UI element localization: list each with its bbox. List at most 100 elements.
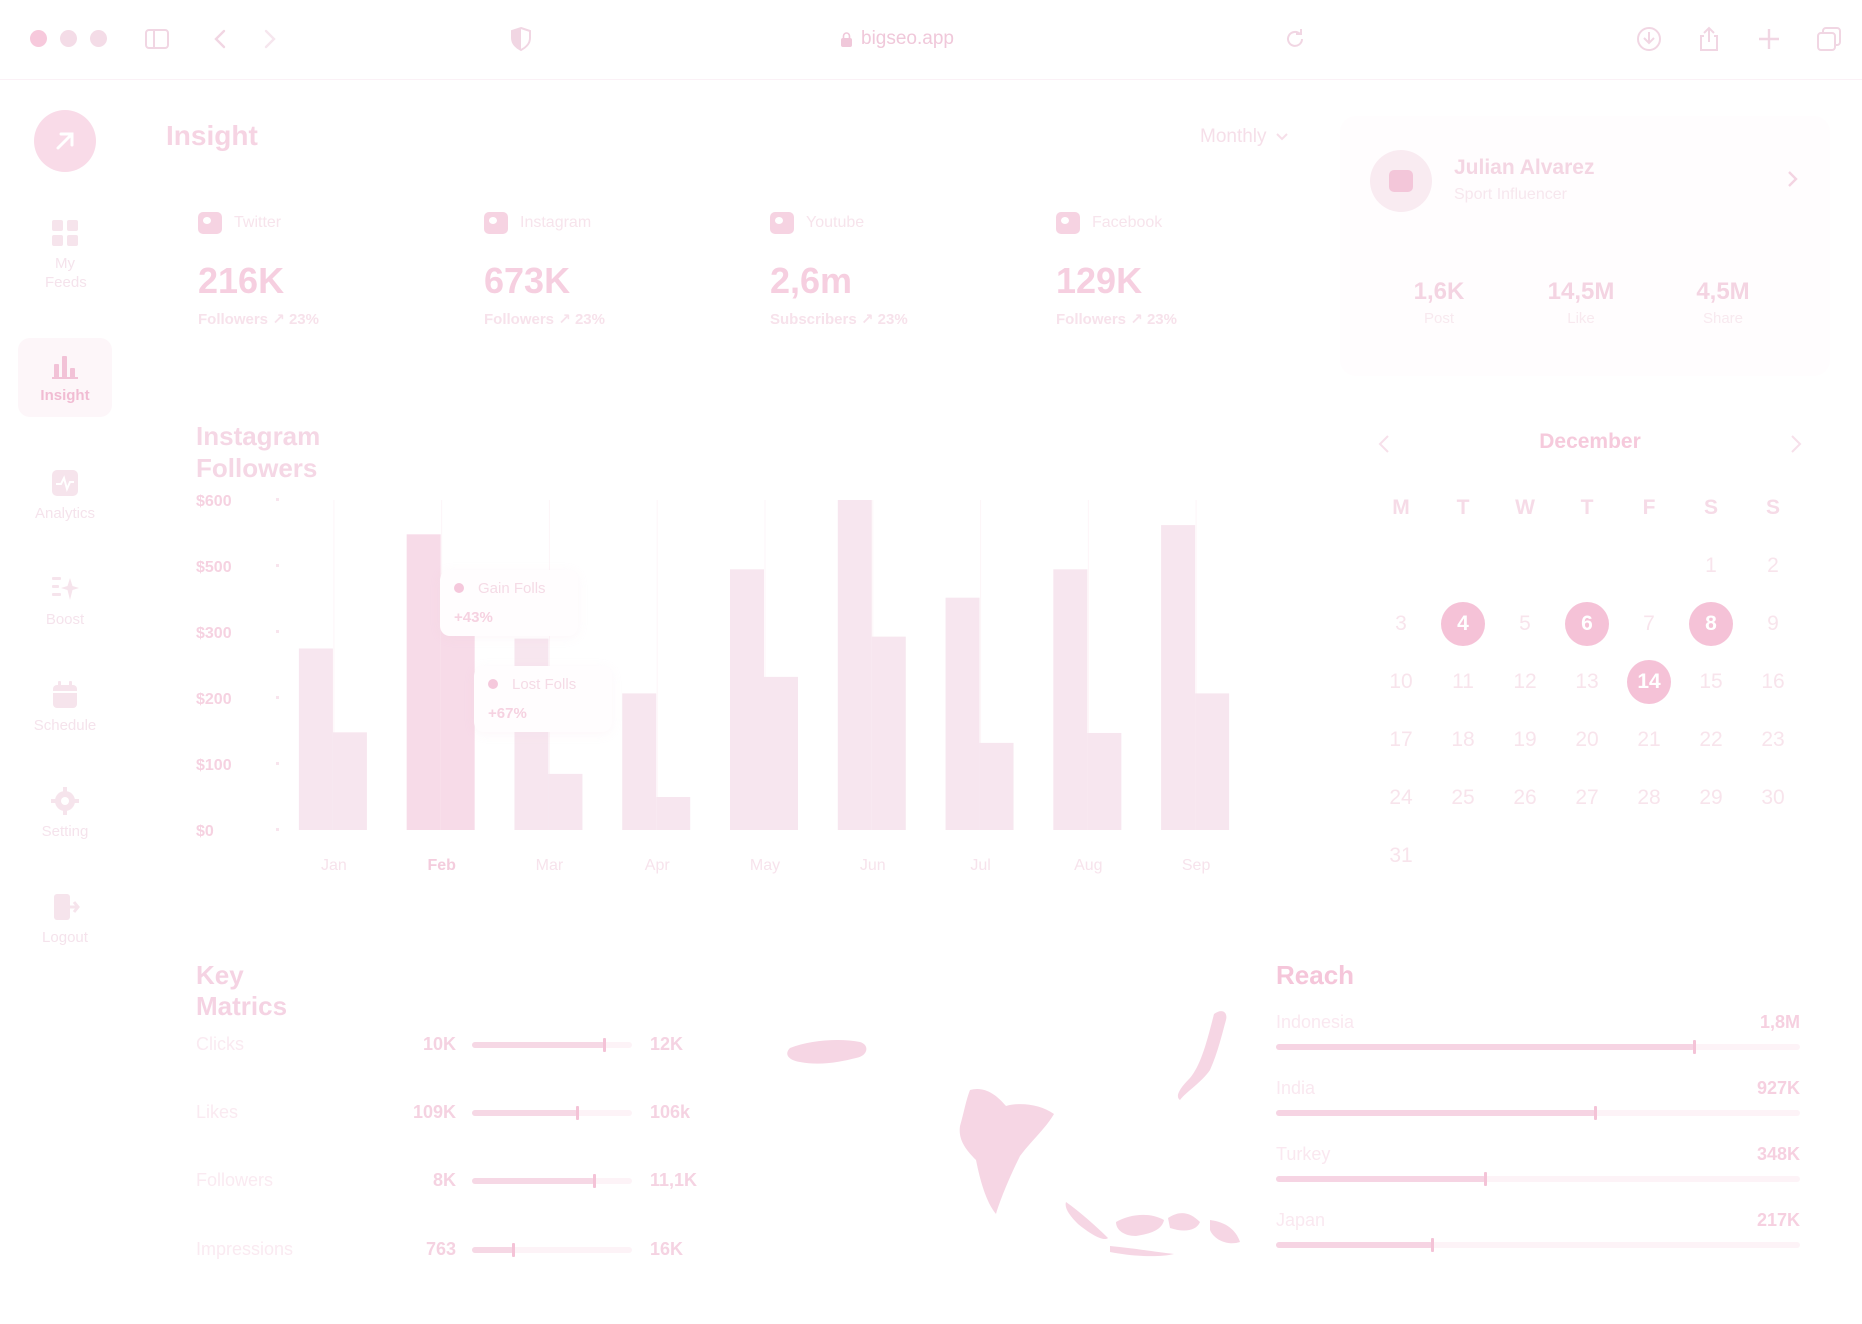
arrow-up-right-icon <box>56 132 74 150</box>
calendar-day-selected[interactable]: 6 <box>1556 602 1618 646</box>
chevron-right-icon[interactable] <box>1790 434 1802 454</box>
calendar-day-selected[interactable]: 4 <box>1432 602 1494 646</box>
reach-progress-fill <box>1276 1238 1435 1252</box>
weekday-label: F <box>1642 496 1656 519</box>
calendar-day-selected[interactable]: 8 <box>1680 602 1742 646</box>
back-icon[interactable] <box>208 26 234 52</box>
metric-progress-track <box>472 1243 632 1257</box>
sidebar-item-setting[interactable]: Setting <box>18 786 112 841</box>
calendar-day[interactable]: 21 <box>1637 728 1661 751</box>
download-icon[interactable] <box>1636 26 1662 52</box>
sidebar-item-logout[interactable]: Logout <box>18 892 112 947</box>
sidebar-item-my-feeds[interactable]: My Feeds <box>18 218 112 292</box>
y-tick-label: $500 <box>196 559 232 576</box>
calendar-day[interactable]: 27 <box>1575 786 1599 809</box>
reload-icon[interactable] <box>1282 26 1308 52</box>
reach-progress-track <box>1276 1040 1800 1054</box>
sidebar-item-boost[interactable]: Boost <box>18 574 112 629</box>
instagram-followers-chart: $0 $100 $200 $300 $500 $600 Jan Feb Mar Apr May Jun… <box>196 493 1230 874</box>
calendar-day[interactable]: 11 <box>1452 670 1474 693</box>
grid-icon <box>52 220 78 246</box>
bar-jul-series-1[interactable] <box>945 597 980 830</box>
address-bar[interactable]: bigseo.app <box>840 26 980 52</box>
sidebar-toggle-icon[interactable] <box>144 26 170 52</box>
calendar-day[interactable]: 7 <box>1643 612 1655 635</box>
trend-up-icon: ↗ <box>1130 311 1143 328</box>
forward-icon[interactable] <box>256 26 282 52</box>
metric-row: Followers 8K 11,1K <box>196 1166 697 1196</box>
share-icon[interactable] <box>1696 26 1722 52</box>
sidebar-item-analytics[interactable]: Analytics <box>18 468 112 523</box>
stat-card-twitter[interactable]: Twitter 216K Followers ↗ 23% <box>198 212 428 328</box>
calendar-day[interactable]: 20 <box>1575 728 1599 751</box>
calendar-day[interactable]: 3 <box>1395 612 1407 635</box>
bar-aug-series-2[interactable] <box>1087 732 1122 830</box>
sidebar-item-label: Boost <box>45 611 85 628</box>
bar-jan-series-1[interactable] <box>298 648 333 831</box>
calendar-day[interactable]: 9 <box>1767 612 1779 635</box>
calendar-day[interactable]: 30 <box>1761 786 1785 809</box>
x-tick-label: Sep <box>1182 857 1211 874</box>
bar-mar-series-2[interactable] <box>548 773 583 830</box>
calendar-day[interactable]: 23 <box>1761 728 1785 751</box>
calendar-day[interactable]: 12 <box>1513 670 1537 693</box>
tabs-overview-icon[interactable] <box>1816 26 1842 52</box>
calendar-day[interactable]: 10 <box>1389 670 1413 693</box>
reach-country: Turkey <box>1276 1144 1331 1164</box>
calendar-day-selected[interactable]: 14 <box>1618 660 1680 704</box>
bar-aug-series-1[interactable] <box>1053 569 1088 830</box>
bar-jun-series-2[interactable] <box>871 636 906 830</box>
close-window-button[interactable] <box>30 30 47 47</box>
bar-jan-series-2[interactable] <box>332 732 367 830</box>
shield-icon[interactable] <box>508 26 534 52</box>
chevron-left-icon[interactable] <box>1378 434 1390 454</box>
sidebar-item-insight[interactable]: Insight <box>18 338 112 417</box>
calendar-day[interactable]: 1 <box>1705 554 1717 577</box>
calendar-day[interactable]: 13 <box>1575 670 1599 693</box>
bar-may-series-2[interactable] <box>764 676 798 830</box>
stat-card-youtube[interactable]: Youtube 2,6m Subscribers ↗ 23% <box>770 212 1000 328</box>
profile-card[interactable]: Julian Alvarez Sport Influencer 1,6K Post… <box>1340 116 1830 376</box>
period-dropdown[interactable]: Monthly <box>1200 126 1289 148</box>
stat-card-facebook[interactable]: Facebook 129K Followers ↗ 23% <box>1056 212 1286 328</box>
calendar-day[interactable]: 24 <box>1389 786 1413 809</box>
bar-may-series-1[interactable] <box>730 569 764 830</box>
minimize-window-button[interactable] <box>60 30 77 47</box>
bar-apr-series-2[interactable] <box>656 797 691 830</box>
calendar-grid: M T W T F S S 1 2 3 4 5 6 7 8 9 10 11 12 13 14 15 16 17 18 19 20 21… <box>1370 486 1810 878</box>
stat-subline: Followers ↗ 23% <box>1056 311 1177 328</box>
bar-apr-series-1[interactable] <box>622 693 657 830</box>
calendar-day[interactable]: 28 <box>1637 786 1661 809</box>
bar-sep-series-1[interactable] <box>1161 525 1196 830</box>
calendar-day[interactable]: 29 <box>1699 786 1723 809</box>
app-logo[interactable] <box>34 110 96 172</box>
calendar-day[interactable]: 31 <box>1389 844 1413 867</box>
weekday-label: T <box>1456 496 1470 519</box>
bar-feb-series-1[interactable] <box>406 534 441 830</box>
calendar-day[interactable]: 25 <box>1451 786 1475 809</box>
image-icon <box>770 212 794 234</box>
new-tab-icon[interactable] <box>1756 26 1782 52</box>
calendar-day[interactable]: 17 <box>1389 728 1413 751</box>
bar-jun-series-1[interactable] <box>837 500 872 830</box>
image-icon <box>198 212 222 234</box>
sidebar-item-schedule[interactable]: Schedule <box>18 680 112 735</box>
bar-sep-series-2[interactable] <box>1195 693 1230 830</box>
calendar-blank <box>1432 544 1494 588</box>
bar-feb-series-2[interactable] <box>440 612 475 830</box>
calendar-day[interactable]: 5 <box>1519 612 1531 635</box>
calendar-day[interactable]: 15 <box>1699 670 1723 693</box>
maximize-window-button[interactable] <box>90 30 107 47</box>
japan-shape <box>1177 1011 1227 1100</box>
stat-card-instagram[interactable]: Instagram 673K Followers ↗ 23% <box>484 212 714 328</box>
calendar-day[interactable]: 2 <box>1767 554 1779 577</box>
calendar-day[interactable]: 26 <box>1513 786 1537 809</box>
bar-jul-series-2[interactable] <box>979 742 1014 830</box>
calendar-day[interactable]: 19 <box>1513 728 1537 751</box>
metric-current: 763 <box>425 1239 456 1259</box>
chevron-right-icon[interactable] <box>1786 168 1800 190</box>
calendar-day[interactable]: 22 <box>1699 728 1723 751</box>
calendar-day[interactable]: 18 <box>1451 728 1475 751</box>
x-tick-label: Jan <box>321 857 347 874</box>
calendar-day[interactable]: 16 <box>1761 670 1785 693</box>
